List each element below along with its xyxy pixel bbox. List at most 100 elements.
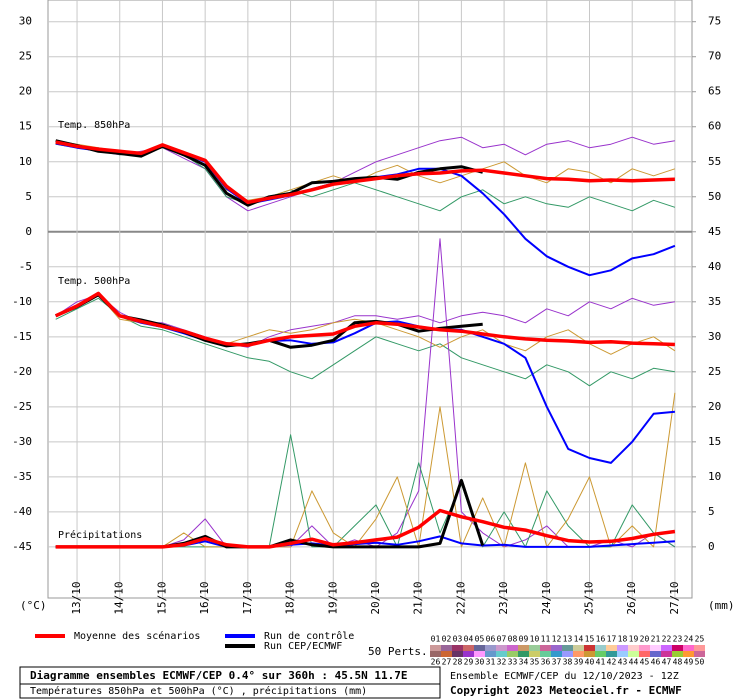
y2-tick-label: 20 (708, 400, 721, 413)
y2-tick-label: 15 (708, 435, 721, 448)
member-swatch (694, 651, 705, 657)
member-swatch (474, 645, 485, 651)
series-line (55, 508, 676, 549)
member-label: 39 (574, 658, 584, 667)
member-swatch (639, 651, 650, 657)
y-tick-label: -20 (12, 365, 32, 378)
y2-tick-label: 70 (708, 50, 721, 63)
info-subtitle: Températures 850hPa et 500hPa (°C) , pré… (30, 685, 367, 697)
member-label: 27 (442, 658, 452, 667)
member-swatch (573, 651, 584, 657)
y2-tick-label: 45 (708, 225, 721, 238)
member-label: 14 (574, 635, 584, 644)
member-label: 20 (640, 635, 650, 644)
member-label: 21 (651, 635, 661, 644)
member-label: 32 (497, 658, 507, 667)
member-label: 09 (519, 635, 529, 644)
member-label: 44 (629, 658, 639, 667)
member-swatch (496, 645, 507, 651)
member-swatch (606, 651, 617, 657)
y-tick-label: -25 (12, 400, 32, 413)
member-label: 45 (640, 658, 650, 667)
lines (54, 136, 676, 549)
member-label: 49 (684, 658, 694, 667)
legend-label: Moyenne des scénarios (74, 630, 200, 642)
member-label: 48 (673, 658, 683, 667)
member-label: 03 (453, 635, 463, 644)
y2-tick-label: 50 (708, 190, 721, 203)
member-swatch (584, 645, 595, 651)
y-tick-label: -10 (12, 295, 32, 308)
y2-axis-label: (mm) (708, 599, 735, 612)
x-tick-label: 23/10 (497, 581, 510, 614)
y2-tick-label: 0 (708, 540, 715, 553)
member-swatch (606, 645, 617, 651)
x-tick-label: 15/10 (155, 581, 168, 614)
x-tick-label: 25/10 (583, 581, 596, 614)
member-label: 08 (508, 635, 518, 644)
y-tick-label: -45 (12, 540, 32, 553)
member-label: 18 (618, 635, 628, 644)
member-swatch (507, 651, 518, 657)
member-swatch (529, 645, 540, 651)
grid (48, 0, 692, 598)
x-tick-label: 27/10 (668, 581, 681, 614)
y2-tick-label: 55 (708, 155, 721, 168)
y-axis-label: (°C) (20, 599, 47, 612)
member-swatch (452, 651, 463, 657)
member-swatch (617, 651, 628, 657)
annotation: Précipitations (58, 529, 142, 541)
series-line (55, 297, 675, 387)
member-swatch (650, 651, 661, 657)
member-swatch (562, 645, 573, 651)
members-label: 50 Perts. (368, 645, 428, 658)
member-swatch (683, 651, 694, 657)
member-swatch (430, 645, 441, 651)
x-tick-label: 14/10 (113, 581, 126, 614)
member-label: 02 (442, 635, 452, 644)
member-label: 11 (541, 635, 551, 644)
y-tick-label: 15 (19, 120, 32, 133)
member-label: 31 (486, 658, 496, 667)
x-tick-label: 22/10 (454, 581, 467, 614)
member-swatch (474, 651, 485, 657)
member-label: 47 (662, 658, 672, 667)
member-swatch (485, 645, 496, 651)
member-label: 17 (607, 635, 617, 644)
member-label: 46 (651, 658, 661, 667)
y-tick-label: 20 (19, 85, 32, 98)
member-swatch (551, 645, 562, 651)
member-swatch (595, 645, 606, 651)
y2-tick-label: 35 (708, 295, 721, 308)
member-label: 15 (585, 635, 595, 644)
y-tick-label: 30 (19, 15, 32, 28)
x-tick-label: 17/10 (241, 581, 254, 614)
x-tick-label: 18/10 (284, 581, 297, 614)
member-swatch (683, 645, 694, 651)
member-label: 19 (629, 635, 639, 644)
member-label: 35 (530, 658, 540, 667)
member-swatch (540, 645, 551, 651)
member-swatch (507, 645, 518, 651)
member-swatch (562, 651, 573, 657)
member-label: 36 (541, 658, 551, 667)
member-swatch (496, 651, 507, 657)
member-label: 13 (563, 635, 573, 644)
member-swatch (573, 645, 584, 651)
member-label: 07 (497, 635, 507, 644)
member-swatch (430, 651, 441, 657)
y2-tick-label: 5 (708, 505, 715, 518)
member-swatch (463, 651, 474, 657)
member-label: 37 (552, 658, 562, 667)
member-label: 06 (486, 635, 496, 644)
x-tick-label: 13/10 (70, 581, 83, 614)
y2-tick-label: 60 (708, 120, 721, 133)
annotation: Temp. 850hPa (58, 120, 130, 131)
member-label: 43 (618, 658, 628, 667)
x-tick-label: 16/10 (198, 581, 211, 614)
member-swatch (661, 651, 672, 657)
member-label: 42 (607, 658, 617, 667)
member-swatch (650, 645, 661, 651)
member-swatch (639, 645, 650, 651)
member-label: 04 (464, 635, 474, 644)
